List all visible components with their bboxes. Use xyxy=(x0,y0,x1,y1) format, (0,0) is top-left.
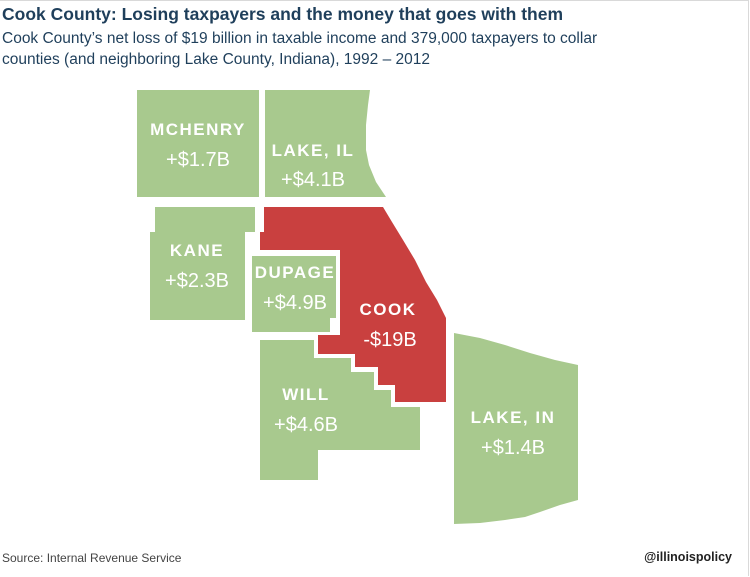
county-mchenry: MCHENRY +$1.7B xyxy=(137,90,259,197)
county-kane-shape xyxy=(150,207,255,320)
county-mchenry-name: MCHENRY xyxy=(150,120,246,139)
county-will-name: WILL xyxy=(282,385,330,404)
county-lake-il-value: +$4.1B xyxy=(281,169,345,191)
county-lake-in-value: +$1.4B xyxy=(481,437,545,459)
county-kane-name: KANE xyxy=(170,241,224,260)
county-will-value: +$4.6B xyxy=(274,414,338,436)
county-cook-shape xyxy=(260,207,446,402)
county-lake-in: LAKE, IN +$1.4B xyxy=(454,333,578,524)
county-dupage: DUPAGE +$4.9B xyxy=(252,256,336,332)
brand-handle: @illinoispolicy xyxy=(644,550,732,564)
county-dupage-value: +$4.9B xyxy=(263,292,327,314)
source-note: Source: Internal Revenue Service xyxy=(2,551,182,565)
county-cook-name: COOK xyxy=(360,300,417,319)
county-dupage-name: DUPAGE xyxy=(255,263,335,282)
county-kane: KANE +$2.3B xyxy=(150,207,255,320)
county-lake-in-shape xyxy=(454,333,578,524)
county-cook-value: -$19B xyxy=(363,329,416,351)
county-mchenry-shape xyxy=(137,90,259,197)
county-dupage-shape xyxy=(252,256,336,332)
chart-subtitle: Cook County’s net loss of $19 billion in… xyxy=(2,30,598,68)
chart-title: Cook County: Losing taxpayers and the mo… xyxy=(2,4,564,24)
county-cook: COOK -$19B xyxy=(260,207,446,402)
county-will-shape xyxy=(260,340,420,480)
county-lake-il: LAKE, IL +$4.1B xyxy=(265,90,386,197)
county-kane-value: +$2.3B xyxy=(165,270,229,292)
county-lake-il-name: LAKE, IL xyxy=(272,141,355,160)
county-mchenry-value: +$1.7B xyxy=(166,149,230,171)
county-lake-in-name: LAKE, IN xyxy=(471,408,556,427)
county-lake-il-shape xyxy=(265,90,386,197)
county-will: WILL +$4.6B xyxy=(260,340,420,480)
